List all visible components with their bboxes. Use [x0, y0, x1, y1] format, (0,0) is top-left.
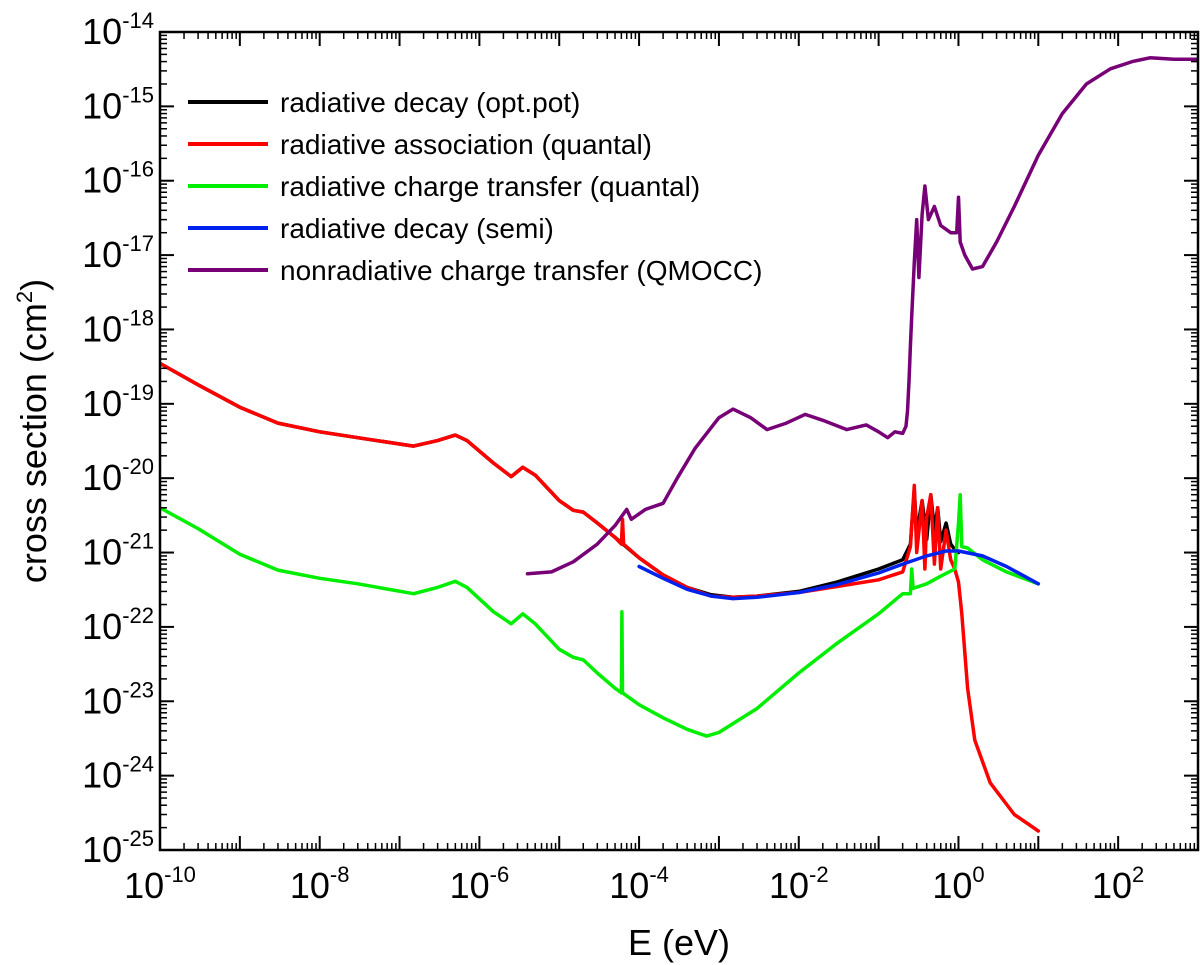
y-tick-label: 10-21: [82, 529, 154, 573]
x-tick-label: 10-4: [609, 862, 669, 906]
y-axis-title-end: ): [13, 279, 54, 291]
legend-label-4: nonradiative charge transfer (QMOCC): [280, 255, 762, 286]
y-tick-label: 10-19: [82, 380, 154, 424]
y-axis-title-main: cross section (cm: [13, 303, 54, 583]
x-tick-label: 10-10: [124, 862, 196, 906]
tick-label-layer: 10-10 10-8 10-6 10-4 10-2 100 102 10-25 10-24 10-…: [82, 8, 1144, 906]
y-axis-title: cross section (cm2): [12, 279, 54, 583]
y-tick-label: 10-15: [82, 82, 154, 126]
y-tick-label: 10-24: [82, 752, 154, 796]
series-line-4: [525, 56, 1198, 576]
y-tick-label: 10-17: [82, 231, 154, 275]
legend-label-3: radiative decay (semi): [280, 213, 554, 244]
series-line-3: [637, 549, 1041, 601]
y-tick-label: 10-20: [82, 454, 154, 498]
legend-label-2: radiative charge transfer (quantal): [280, 171, 700, 202]
y-tick-label: 10-25: [82, 826, 154, 870]
x-tick-label: 102: [1092, 862, 1144, 906]
x-tick-label: 10-2: [769, 862, 829, 906]
x-tick-label: 10-6: [450, 862, 510, 906]
series-layer: [160, 56, 1198, 833]
x-tick-label: 100: [932, 862, 984, 906]
y-tick-label: 10-14: [82, 8, 154, 52]
x-tick-label: 10-8: [290, 862, 350, 906]
tick-layer: [159, 31, 1199, 851]
plot-frame: [158, 30, 1200, 852]
y-tick-label: 10-23: [82, 677, 154, 721]
legend-label-1: radiative association (quantal): [280, 129, 652, 160]
y-tick-label: 10-22: [82, 603, 154, 647]
x-axis-title: E (eV): [628, 922, 730, 963]
legend-label-0: radiative decay (opt.pot): [280, 87, 580, 118]
y-tick-label: 10-16: [82, 157, 154, 201]
series-line-2: [160, 492, 1041, 738]
y-tick-label: 10-18: [82, 305, 154, 349]
legend: radiative decay (opt.pot) radiative assoc…: [188, 87, 762, 286]
y-axis-title-sup: 2: [12, 291, 37, 303]
